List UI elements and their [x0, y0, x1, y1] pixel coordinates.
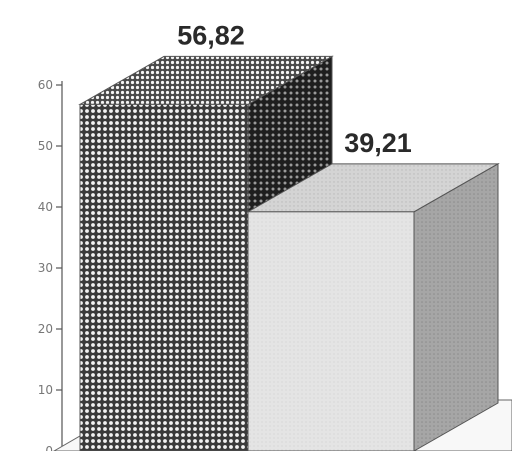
- bars: [78, 55, 500, 451]
- y-tick-label: 10: [38, 383, 53, 397]
- bar-2: [246, 162, 500, 451]
- bar-front-face: [247, 211, 415, 451]
- bar-front-face: [79, 103, 249, 451]
- y-tick-label: 0: [45, 444, 53, 451]
- data-labels: 56,82 39,21: [177, 20, 412, 157]
- y-axis: 0 10 20 30 40 50 60: [38, 78, 63, 451]
- y-tick-label: 20: [38, 322, 53, 336]
- y-tick-label: 60: [38, 78, 53, 92]
- bar-side-face: [413, 162, 499, 451]
- data-label-bar-2: 39,21: [344, 128, 412, 158]
- y-tick-label: 50: [38, 139, 53, 153]
- y-tick-label: 40: [38, 200, 53, 214]
- y-tick-label: 30: [38, 261, 53, 275]
- data-label-bar-1: 56,82: [177, 20, 245, 50]
